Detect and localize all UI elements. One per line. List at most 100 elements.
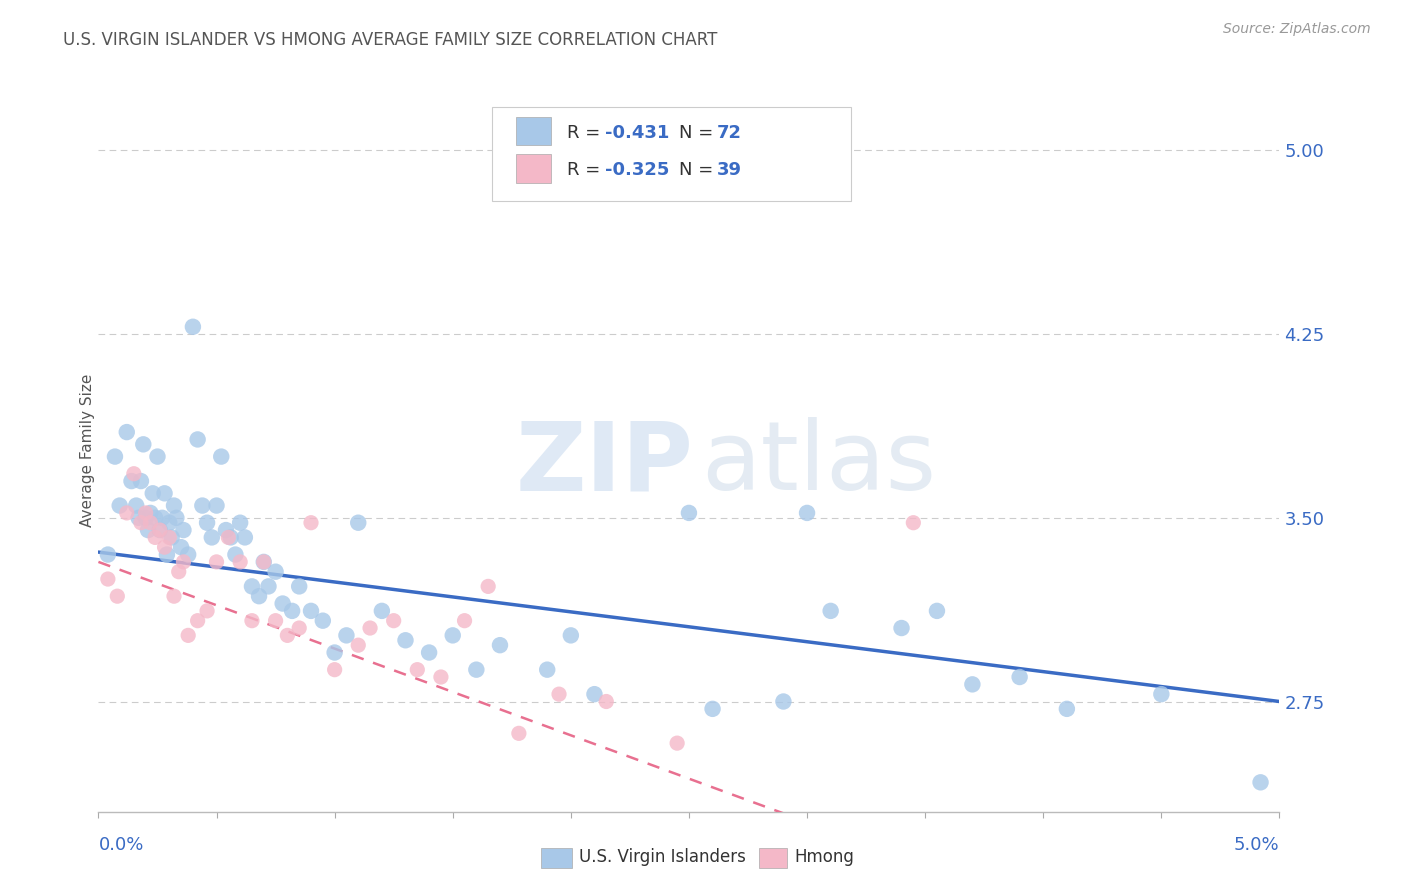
Text: N =: N = bbox=[679, 161, 718, 179]
Point bbox=[508, 726, 530, 740]
Text: atlas: atlas bbox=[700, 417, 936, 510]
Point bbox=[125, 499, 148, 513]
Point bbox=[209, 450, 232, 464]
Point bbox=[678, 506, 700, 520]
Point bbox=[359, 621, 381, 635]
Point bbox=[135, 506, 157, 520]
Point bbox=[205, 555, 228, 569]
Point bbox=[1008, 670, 1031, 684]
Point bbox=[143, 530, 166, 544]
Point bbox=[1150, 687, 1173, 701]
Point bbox=[264, 565, 287, 579]
Text: U.S. VIRGIN ISLANDER VS HMONG AVERAGE FAMILY SIZE CORRELATION CHART: U.S. VIRGIN ISLANDER VS HMONG AVERAGE FA… bbox=[63, 31, 717, 49]
Point bbox=[139, 506, 162, 520]
Point bbox=[253, 555, 276, 569]
Text: ZIP: ZIP bbox=[516, 417, 693, 510]
Point bbox=[347, 516, 370, 530]
Text: Hmong: Hmong bbox=[794, 848, 855, 866]
Point bbox=[489, 638, 512, 652]
Point bbox=[536, 663, 558, 677]
Point bbox=[115, 506, 138, 520]
Point bbox=[160, 530, 183, 544]
Point bbox=[187, 433, 209, 447]
Text: 72: 72 bbox=[717, 124, 742, 142]
Point bbox=[129, 474, 152, 488]
Point bbox=[441, 628, 464, 642]
Point bbox=[177, 548, 200, 562]
Point bbox=[229, 516, 252, 530]
Point bbox=[702, 702, 724, 716]
Point bbox=[104, 450, 127, 464]
Point bbox=[172, 555, 194, 569]
Point bbox=[142, 486, 165, 500]
Point bbox=[430, 670, 453, 684]
Text: R =: R = bbox=[567, 124, 606, 142]
Point bbox=[149, 523, 172, 537]
Point bbox=[1250, 775, 1272, 789]
Point bbox=[157, 530, 180, 544]
Text: N =: N = bbox=[679, 124, 718, 142]
Point bbox=[548, 687, 571, 701]
Point bbox=[165, 511, 187, 525]
Point bbox=[105, 589, 128, 603]
Point bbox=[394, 633, 416, 648]
Point bbox=[595, 694, 617, 708]
Point bbox=[135, 511, 157, 525]
Point bbox=[453, 614, 475, 628]
Text: R =: R = bbox=[567, 161, 606, 179]
Point bbox=[191, 499, 214, 513]
Point bbox=[666, 736, 689, 750]
Point bbox=[240, 614, 263, 628]
Point bbox=[233, 530, 256, 544]
Text: Source: ZipAtlas.com: Source: ZipAtlas.com bbox=[1223, 22, 1371, 37]
Point bbox=[122, 467, 145, 481]
Point bbox=[323, 663, 346, 677]
Point bbox=[167, 565, 190, 579]
Point bbox=[170, 540, 193, 554]
Point bbox=[163, 499, 186, 513]
Point bbox=[240, 579, 263, 593]
Point bbox=[288, 621, 311, 635]
Point bbox=[136, 523, 159, 537]
Point bbox=[962, 677, 984, 691]
Point bbox=[335, 628, 357, 642]
Point bbox=[187, 614, 209, 628]
Point bbox=[583, 687, 606, 701]
Point bbox=[217, 530, 239, 544]
Point bbox=[288, 579, 311, 593]
Point bbox=[271, 597, 294, 611]
Point bbox=[195, 516, 218, 530]
Point bbox=[172, 523, 194, 537]
Point bbox=[299, 604, 322, 618]
Point bbox=[406, 663, 429, 677]
Text: 0.0%: 0.0% bbox=[98, 836, 143, 855]
Point bbox=[219, 530, 242, 544]
Point bbox=[1056, 702, 1078, 716]
Point bbox=[157, 516, 180, 530]
Point bbox=[139, 516, 162, 530]
Point bbox=[97, 572, 120, 586]
Point bbox=[115, 425, 138, 439]
Point bbox=[281, 604, 304, 618]
Point bbox=[163, 589, 186, 603]
Point bbox=[181, 319, 204, 334]
Point bbox=[143, 511, 166, 525]
Point bbox=[312, 614, 335, 628]
Point bbox=[820, 604, 842, 618]
Point bbox=[146, 450, 169, 464]
Point bbox=[299, 516, 322, 530]
Point bbox=[796, 506, 818, 520]
Point bbox=[132, 437, 155, 451]
Text: -0.431: -0.431 bbox=[605, 124, 669, 142]
Text: 5.0%: 5.0% bbox=[1234, 836, 1279, 855]
Point bbox=[224, 548, 246, 562]
Point bbox=[177, 628, 200, 642]
Point bbox=[129, 516, 152, 530]
Point bbox=[150, 511, 173, 525]
Point bbox=[156, 548, 179, 562]
Point bbox=[323, 646, 346, 660]
Point bbox=[108, 499, 131, 513]
Point bbox=[97, 548, 120, 562]
Text: U.S. Virgin Islanders: U.S. Virgin Islanders bbox=[579, 848, 747, 866]
Point bbox=[205, 499, 228, 513]
